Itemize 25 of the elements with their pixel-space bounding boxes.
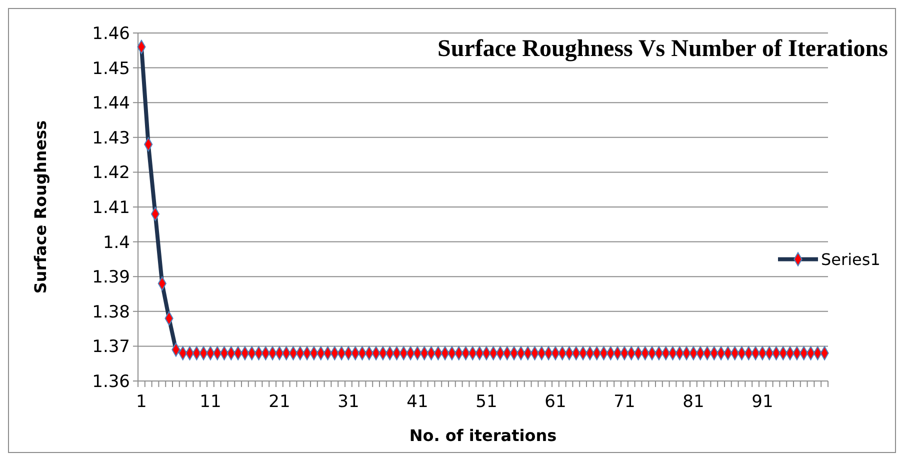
x-tick-label: 61 — [544, 392, 566, 412]
y-axis-title: Surface Roughness — [31, 120, 50, 294]
x-tick-label: 11 — [200, 392, 222, 412]
x-tick-label: 21 — [268, 392, 290, 412]
x-tick-label: 91 — [752, 392, 774, 412]
y-tick-label: 1.41 — [92, 198, 130, 218]
y-tick-label: 1.42 — [92, 163, 130, 184]
y-tick-label: 1.43 — [92, 128, 130, 148]
x-tick-label: 81 — [682, 392, 704, 412]
x-tick-label: 41 — [406, 392, 428, 412]
y-tick-label: 1.4 — [102, 232, 130, 253]
y-tick-label: 1.44 — [92, 94, 130, 114]
x-axis-title: No. of iterations — [409, 426, 557, 445]
x-tick-label: 1 — [136, 392, 147, 412]
x-tick-label: 51 — [476, 392, 498, 412]
chart-title: Surface Roughness Vs Number of Iterations — [438, 36, 888, 62]
y-tick-label: 1.36 — [92, 372, 130, 392]
y-tick-label: 1.39 — [92, 268, 130, 288]
y-tick-label: 1.45 — [92, 58, 130, 79]
x-tick-label: 31 — [338, 392, 360, 412]
x-tick-label: 71 — [614, 392, 636, 412]
y-tick-label: 1.38 — [92, 302, 130, 322]
legend-label: Series1 — [821, 250, 880, 269]
y-tick-label: 1.46 — [92, 24, 130, 44]
y-tick-label: 1.37 — [92, 337, 130, 358]
